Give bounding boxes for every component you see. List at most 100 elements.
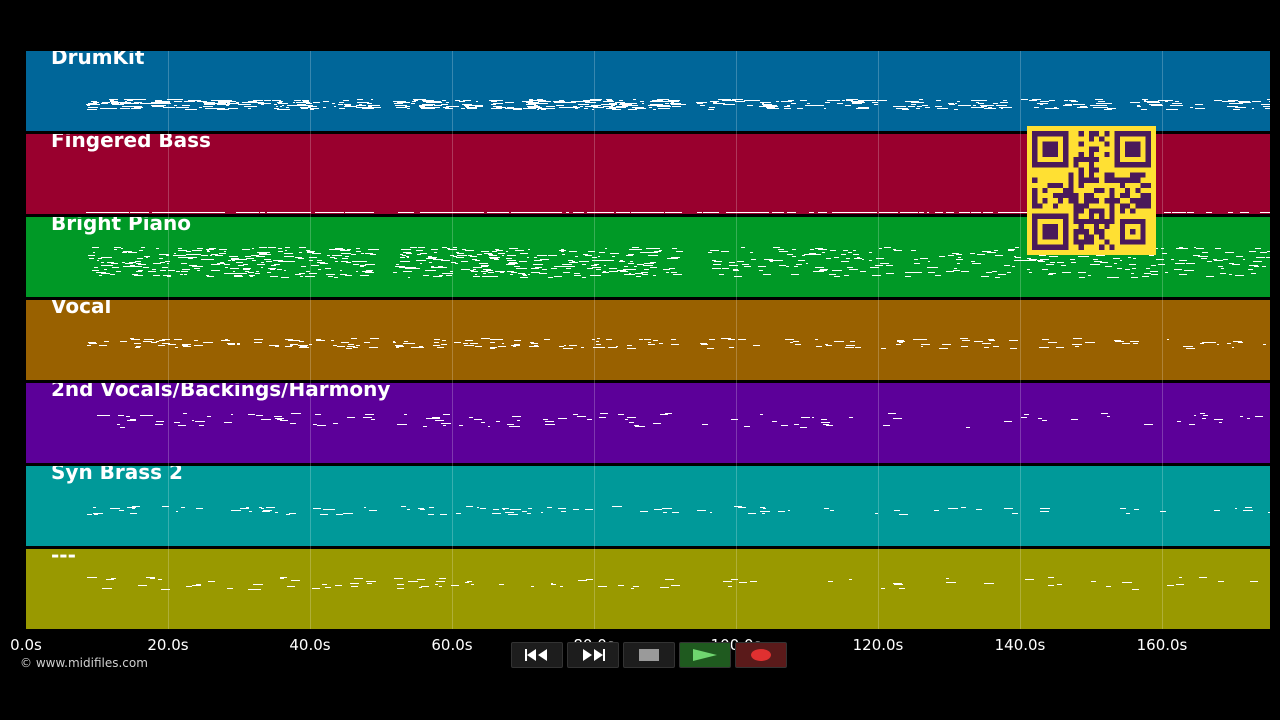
midi-note xyxy=(521,272,526,274)
midi-note xyxy=(1254,266,1259,268)
midi-note xyxy=(315,338,321,340)
midi-note xyxy=(338,108,346,110)
midi-note xyxy=(777,249,784,251)
midi-note xyxy=(1095,106,1109,108)
midi-note xyxy=(438,265,444,267)
midi-note xyxy=(657,106,671,108)
midi-note xyxy=(230,268,240,270)
midi-note xyxy=(244,256,251,258)
midi-note xyxy=(334,276,338,278)
midi-note xyxy=(618,261,626,263)
midi-note xyxy=(342,100,350,102)
midi-note xyxy=(947,103,955,105)
midi-note xyxy=(975,508,982,510)
midi-note xyxy=(281,276,289,278)
midi-note xyxy=(135,105,142,107)
rewind-button[interactable] xyxy=(511,642,563,668)
midi-note xyxy=(1261,104,1270,106)
midi-note xyxy=(569,261,578,263)
midi-note xyxy=(275,417,285,419)
midi-note xyxy=(873,103,879,105)
midi-note xyxy=(162,506,169,508)
midi-note xyxy=(601,103,615,105)
midi-note xyxy=(697,103,704,105)
midi-note xyxy=(318,269,322,271)
midi-note xyxy=(630,269,636,271)
midi-note xyxy=(1065,103,1072,105)
midi-note xyxy=(397,101,410,103)
midi-note xyxy=(794,424,800,426)
midi-note xyxy=(536,99,547,101)
midi-note xyxy=(360,252,364,254)
midi-note xyxy=(205,274,210,276)
midi-note xyxy=(878,248,882,250)
midi-note xyxy=(1124,268,1130,270)
midi-note xyxy=(837,103,843,105)
stop-button[interactable] xyxy=(623,642,675,668)
midi-note xyxy=(141,247,146,249)
midi-note xyxy=(1047,274,1053,276)
midi-note xyxy=(1254,248,1261,250)
note-pattern xyxy=(26,217,1270,297)
midi-note xyxy=(481,265,490,267)
midi-note xyxy=(131,273,139,275)
midi-note xyxy=(93,266,99,268)
midi-note xyxy=(402,270,412,272)
track-lane: 2nd Vocals/Backings/Harmony xyxy=(26,383,1270,463)
midi-note xyxy=(1198,577,1208,579)
midi-note xyxy=(263,99,271,101)
midi-note xyxy=(519,253,528,255)
record-button[interactable] xyxy=(735,642,787,668)
midi-note xyxy=(100,261,105,263)
midi-note xyxy=(300,108,309,110)
midi-note xyxy=(750,251,754,253)
midi-note xyxy=(97,257,103,259)
midi-note xyxy=(429,100,441,102)
midi-note xyxy=(741,263,749,265)
play-button[interactable] xyxy=(679,642,731,668)
midi-note xyxy=(538,271,541,273)
midi-note xyxy=(146,338,155,340)
midi-note xyxy=(981,276,989,278)
midi-note xyxy=(142,266,149,268)
midi-note xyxy=(584,101,597,103)
midi-note xyxy=(603,270,606,272)
midi-note xyxy=(1178,247,1183,249)
midi-note xyxy=(1046,263,1054,265)
midi-note xyxy=(133,99,146,101)
midi-note xyxy=(811,254,821,256)
midi-note xyxy=(112,103,115,105)
midi-note xyxy=(938,256,945,258)
midi-note xyxy=(1220,273,1226,275)
midi-note xyxy=(1096,255,1105,257)
midi-note xyxy=(337,103,343,105)
midi-note xyxy=(872,102,878,104)
midi-note xyxy=(193,254,201,256)
midi-note xyxy=(1055,347,1065,349)
midi-note xyxy=(297,103,306,105)
midi-note xyxy=(528,99,533,101)
midi-note xyxy=(133,101,142,103)
midi-note xyxy=(825,424,833,426)
midi-note xyxy=(505,101,515,103)
midi-note xyxy=(90,106,98,108)
midi-note xyxy=(174,105,178,107)
midi-note xyxy=(521,511,528,513)
midi-note xyxy=(131,506,140,508)
midi-note xyxy=(514,344,521,346)
track-name: Syn Brass 2 xyxy=(51,466,183,484)
midi-note xyxy=(523,212,528,213)
midi-note xyxy=(620,102,630,104)
midi-note xyxy=(1040,259,1050,261)
fast-forward-button[interactable] xyxy=(567,642,619,668)
midi-note xyxy=(419,586,422,588)
midi-note xyxy=(1144,424,1154,425)
midi-note xyxy=(1242,212,1247,213)
midi-note xyxy=(1225,100,1236,102)
midi-note xyxy=(765,106,775,108)
qr-code xyxy=(1027,126,1156,255)
midi-note xyxy=(941,343,951,345)
midi-note xyxy=(369,253,376,255)
midi-note xyxy=(668,268,676,270)
midi-note xyxy=(430,267,440,269)
